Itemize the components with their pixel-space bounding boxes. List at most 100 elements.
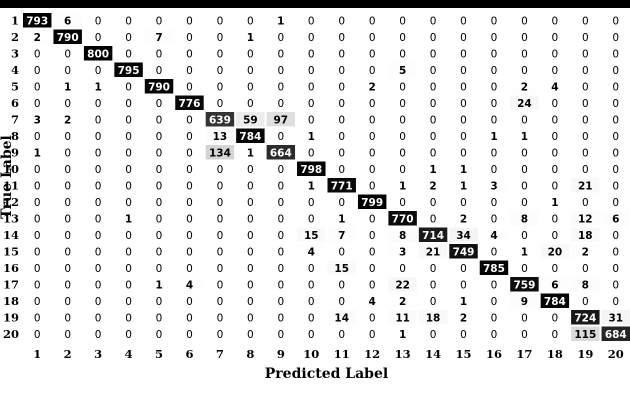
cell-value-r2-c18: 0 [552, 32, 559, 44]
cell-r19-c20 [601, 310, 630, 325]
cell-value-r14-c5: 0 [156, 230, 163, 242]
cell-value-r18-c20: 0 [612, 296, 619, 308]
cell-value-r5-c13: 0 [399, 81, 406, 93]
cell-value-r4-c4: 795 [118, 65, 140, 77]
cell-r13-c15 [449, 211, 478, 226]
cell-value-r6-c12: 0 [369, 98, 376, 110]
cell-value-r13-c20: 6 [612, 213, 619, 225]
cell-value-r20-c14: 0 [430, 329, 437, 341]
cell-r14-c15 [449, 227, 478, 242]
cell-value-r5-c10: 0 [308, 81, 315, 93]
cell-value-r9-c11: 0 [338, 147, 345, 159]
cell-r9-c9 [266, 145, 296, 160]
cell-r5-c3 [83, 79, 113, 94]
cell-r11-c16 [479, 178, 509, 193]
cell-value-r18-c1: 0 [34, 296, 41, 308]
cell-value-r20-c19: 115 [574, 329, 596, 341]
cell-value-r13-c17: 8 [521, 213, 528, 225]
cell-value-r18-c15: 1 [460, 296, 467, 308]
cell-r12-c18 [540, 194, 570, 209]
cell-value-r13-c19: 12 [578, 213, 593, 225]
cell-value-r13-c2: 0 [64, 213, 71, 225]
cell-r14-c14 [418, 227, 448, 242]
cell-value-r14-c8: 0 [247, 230, 254, 242]
cell-value-r20-c9: 0 [277, 329, 284, 341]
cell-value-r1-c18: 0 [552, 15, 559, 27]
cell-value-r3-c18: 0 [552, 48, 559, 60]
cell-value-r7-c9: 97 [274, 114, 289, 126]
cell-value-r12-c13: 0 [399, 197, 406, 209]
cell-value-r17-c17: 759 [513, 279, 535, 291]
cell-value-r7-c18: 0 [552, 114, 559, 126]
cell-value-r6-c20: 0 [612, 98, 619, 110]
cell-value-r12-c16: 0 [491, 197, 498, 209]
cell-r8-c7 [205, 128, 235, 143]
cell-value-r9-c7: 134 [209, 147, 231, 159]
cell-r9-c8 [236, 145, 265, 160]
cell-value-r11-c12: 0 [369, 180, 376, 192]
cell-value-r11-c10: 1 [308, 180, 315, 192]
cell-value-r16-c15: 0 [460, 263, 467, 275]
cell-value-r5-c15: 0 [460, 81, 467, 93]
cell-value-r11-c4: 0 [125, 180, 132, 192]
cell-value-r17-c13: 22 [395, 279, 410, 291]
cell-value-r14-c9: 0 [277, 230, 284, 242]
cell-value-r10-c18: 0 [552, 164, 559, 176]
cell-r17-c18 [540, 277, 570, 292]
cell-value-r19-c13: 11 [395, 312, 410, 324]
cell-value-r6-c15: 0 [460, 98, 467, 110]
x-tick-15: 15 [456, 347, 472, 361]
cell-value-r1-c6: 0 [186, 15, 193, 27]
cell-r13-c19 [571, 211, 600, 226]
cell-value-r1-c20: 0 [612, 15, 619, 27]
cell-value-r20-c2: 0 [64, 329, 71, 341]
cell-r1-c2 [53, 13, 82, 28]
cell-r2-c2 [53, 29, 82, 44]
cell-value-r2-c10: 0 [308, 32, 315, 44]
cell-r1-c9 [266, 13, 296, 28]
cell-value-r2-c16: 0 [491, 32, 498, 44]
cell-value-r11-c6: 0 [186, 180, 193, 192]
x-tick-19: 19 [577, 347, 593, 361]
cell-value-r12-c15: 0 [460, 197, 467, 209]
cell-value-r1-c9: 1 [277, 15, 284, 27]
cell-r11-c19 [571, 178, 600, 193]
cell-r10-c15 [449, 161, 478, 176]
cell-value-r15-c8: 0 [247, 246, 254, 258]
cell-value-r5-c19: 0 [582, 81, 589, 93]
cell-value-r19-c15: 2 [460, 312, 467, 324]
cell-r13-c4 [114, 211, 143, 226]
y-tick-2: 2 [11, 30, 19, 44]
cell-value-r3-c15: 0 [460, 48, 467, 60]
cell-value-r6-c10: 0 [308, 98, 315, 110]
cell-value-r11-c2: 0 [64, 180, 71, 192]
cell-value-r3-c16: 0 [491, 48, 498, 60]
cell-value-r18-c14: 0 [430, 296, 437, 308]
cell-value-r10-c8: 0 [247, 164, 254, 176]
cell-value-r2-c17: 0 [521, 32, 528, 44]
cell-value-r6-c14: 0 [430, 98, 437, 110]
cell-value-r4-c12: 0 [369, 65, 376, 77]
cell-value-r13-c7: 0 [217, 213, 224, 225]
cell-value-r13-c9: 0 [277, 213, 284, 225]
cell-value-r1-c3: 0 [95, 15, 102, 27]
cell-r11-c10 [297, 178, 326, 193]
cell-value-r19-c19: 724 [574, 312, 596, 324]
cell-value-r18-c17: 9 [521, 296, 528, 308]
cell-value-r5-c7: 0 [217, 81, 224, 93]
cell-value-r10-c10: 798 [300, 164, 322, 176]
x-tick-17: 17 [516, 347, 532, 361]
cell-value-r7-c5: 0 [156, 114, 163, 126]
cell-value-r4-c6: 0 [186, 65, 193, 77]
cell-value-r12-c2: 0 [64, 197, 71, 209]
x-tick-20: 20 [608, 347, 624, 361]
cell-value-r15-c1: 0 [34, 246, 41, 258]
cell-value-r20-c5: 0 [156, 329, 163, 341]
cell-value-r14-c12: 0 [369, 230, 376, 242]
cell-value-r11-c13: 1 [399, 180, 406, 192]
cell-value-r5-c8: 0 [247, 81, 254, 93]
cell-value-r11-c19: 21 [578, 180, 593, 192]
cell-r15-c14 [418, 244, 448, 259]
cell-value-r15-c9: 0 [277, 246, 284, 258]
cell-r14-c11 [327, 227, 356, 242]
